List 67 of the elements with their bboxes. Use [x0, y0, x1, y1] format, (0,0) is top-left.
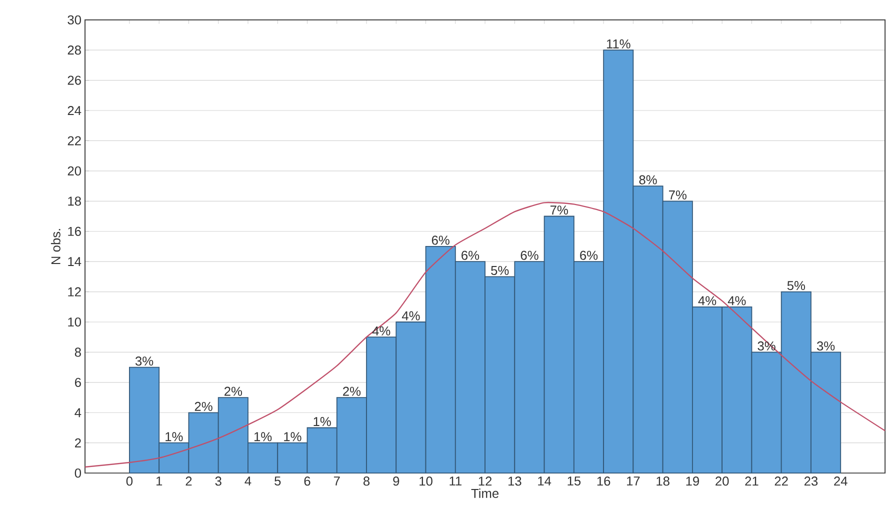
x-tick-label: 11 [450, 476, 462, 486]
annotation: 6% [520, 250, 538, 260]
x-tick-label: 8 [363, 476, 370, 486]
annotation: 2% [224, 386, 242, 396]
annotation: 4% [372, 326, 390, 336]
annotation: 5% [787, 281, 806, 290]
annotation: 4% [698, 296, 716, 306]
x-tick-label: 15 [568, 476, 581, 486]
x-tick-label: 19 [686, 476, 700, 486]
annotation: 4% [728, 296, 746, 306]
x-tick-label: 21 [745, 476, 758, 486]
annotation: 1% [254, 432, 272, 442]
x-tick-label: 9 [393, 476, 400, 486]
annotation: 4% [402, 311, 420, 320]
x-tick-label: 22 [774, 476, 788, 486]
y-tick-label: 14 [68, 257, 82, 266]
y-tick-label: 28 [68, 46, 81, 55]
y-tick-label: 18 [68, 196, 81, 206]
annotation: 2% [343, 386, 361, 396]
x-tick-label: 24 [834, 476, 848, 486]
annotation: 7% [550, 206, 568, 215]
annotation: 7% [669, 190, 686, 200]
y-tick-label: 24 [68, 106, 82, 116]
y-tick-label: 6 [75, 378, 81, 388]
x-tick-label: 3 [215, 476, 222, 486]
y-tick-label: 12 [68, 287, 81, 296]
annotation: 6% [432, 236, 450, 245]
annotation: 3% [135, 356, 154, 366]
x-tick-label: 1 [156, 476, 162, 486]
x-tick-label: 18 [656, 476, 670, 486]
y-tick-label: 10 [68, 318, 82, 327]
x-tick-label: 6 [304, 476, 310, 486]
x-tick-label: 0 [126, 476, 133, 486]
y-tick-label: 16 [68, 226, 81, 236]
x-axis-title: Time [471, 488, 499, 498]
x-tick-label: 13 [508, 476, 522, 486]
y-tick-label: 4 [74, 408, 82, 418]
x-tick-label: 2 [186, 476, 192, 486]
line-series [84, 202, 886, 468]
x-tick-label: 12 [478, 476, 492, 486]
annotation: 3% [816, 342, 835, 351]
x-tick-label: 5 [274, 476, 281, 486]
y-tick-label: 22 [68, 136, 81, 146]
annotation: 1% [314, 417, 331, 426]
y-tick-label: 8 [74, 348, 81, 357]
annotation: 11% [606, 40, 630, 49]
annotation: 6% [462, 250, 480, 260]
x-tick-label: 7 [334, 476, 340, 486]
y-axis-title: N obs. [50, 229, 60, 264]
y-tick-label: 20 [68, 166, 82, 176]
x-tick-label: 17 [627, 476, 640, 486]
x-tick-label: 14 [538, 476, 552, 486]
annotation: 8% [639, 175, 657, 184]
x-tick-label: 16 [597, 476, 610, 486]
x-tick-label: 10 [420, 476, 432, 486]
annotation: 6% [580, 250, 598, 260]
x-tick-label: 23 [804, 476, 818, 486]
x-tick-label: 20 [716, 476, 729, 486]
y-tick-label: 2 [75, 438, 81, 448]
annotation: 2% [194, 402, 212, 412]
x-tick-label: 4 [244, 476, 252, 486]
y-tick-label: 26 [68, 76, 81, 85]
annotation: 5% [491, 266, 509, 276]
annotation: 1% [166, 432, 183, 442]
y-tick-label: 0 [74, 468, 82, 478]
y-tick-label: 30 [68, 15, 82, 25]
annotation: 1% [284, 432, 302, 442]
